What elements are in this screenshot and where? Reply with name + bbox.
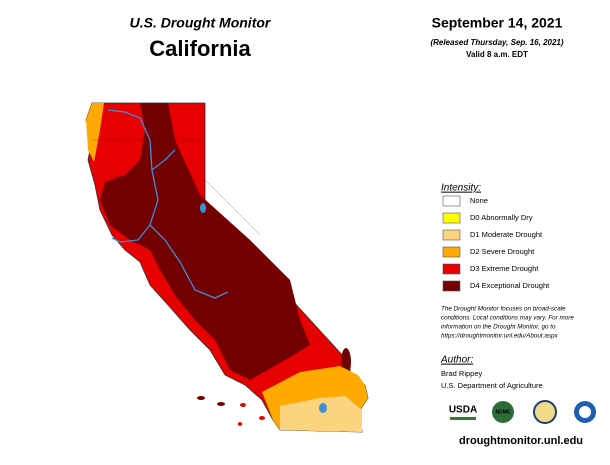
logo-ndmc-text: NDMC <box>496 409 511 415</box>
legend-label: None <box>470 196 488 205</box>
state-title: California <box>149 36 251 61</box>
legend-swatch <box>442 229 461 241</box>
legend: None D0 Abnormally Dry D1 Moderate Drought… <box>442 195 550 292</box>
note-line: The Drought Monitor focuses on broad-sca… <box>441 306 566 313</box>
map-date: September 14, 2021 <box>432 15 563 31</box>
logo-usda: USDA <box>449 405 477 416</box>
lake <box>319 403 327 413</box>
logo-ndmc <box>492 401 514 423</box>
legend-swatch <box>442 246 461 258</box>
lake <box>200 203 206 213</box>
county-line <box>119 239 301 321</box>
note-line: https://droughtmonitor.unl.edu/About.asp… <box>441 333 559 340</box>
release-date: (Released Thursday, Sep. 16, 2021) <box>430 38 563 47</box>
logo-doc <box>533 400 557 424</box>
logo-noaa-inner <box>579 406 591 418</box>
island <box>240 403 246 407</box>
legend-title: Intensity: <box>441 183 481 194</box>
author-name: Brad Rippey <box>441 369 483 378</box>
note: The Drought Monitor focuses on broad-sca… <box>441 306 574 340</box>
logos: USDA NDMC <box>449 400 596 424</box>
moderate-drought-area <box>280 396 362 432</box>
legend-label: D4 Exceptional Drought <box>470 281 550 290</box>
county-line <box>91 174 261 236</box>
california-map <box>85 102 369 433</box>
river <box>107 109 159 241</box>
author-org: U.S. Department of Agriculture <box>441 381 543 390</box>
site-url: droughtmonitor.unl.edu <box>459 435 583 447</box>
county-line <box>170 299 346 361</box>
county-line <box>224 369 301 373</box>
legend-swatch <box>442 195 461 207</box>
river <box>149 224 229 299</box>
note-line: information on the Drought Monitor, go t… <box>441 324 556 331</box>
product-title: U.S. Drought Monitor <box>130 15 272 31</box>
legend-swatch <box>442 212 461 224</box>
legend-label: D2 Severe Drought <box>470 247 535 256</box>
legend-label: D1 Moderate Drought <box>470 230 543 239</box>
logo-usda-bar <box>450 417 476 420</box>
island <box>217 402 225 406</box>
note-line: conditions. Local conditions may vary. F… <box>441 315 574 322</box>
severe-drought-area <box>86 103 104 162</box>
legend-swatch <box>442 263 461 275</box>
legend-label: D0 Abnormally Dry <box>470 213 533 222</box>
bay <box>111 237 139 243</box>
island <box>197 396 205 400</box>
river <box>151 149 176 171</box>
island <box>259 416 265 420</box>
valid-time: Valid 8 a.m. EDT <box>466 50 528 59</box>
island <box>238 422 242 426</box>
author-title: Author: <box>440 355 473 366</box>
legend-label: D3 Extreme Drought <box>470 264 539 273</box>
legend-swatch <box>442 280 461 292</box>
